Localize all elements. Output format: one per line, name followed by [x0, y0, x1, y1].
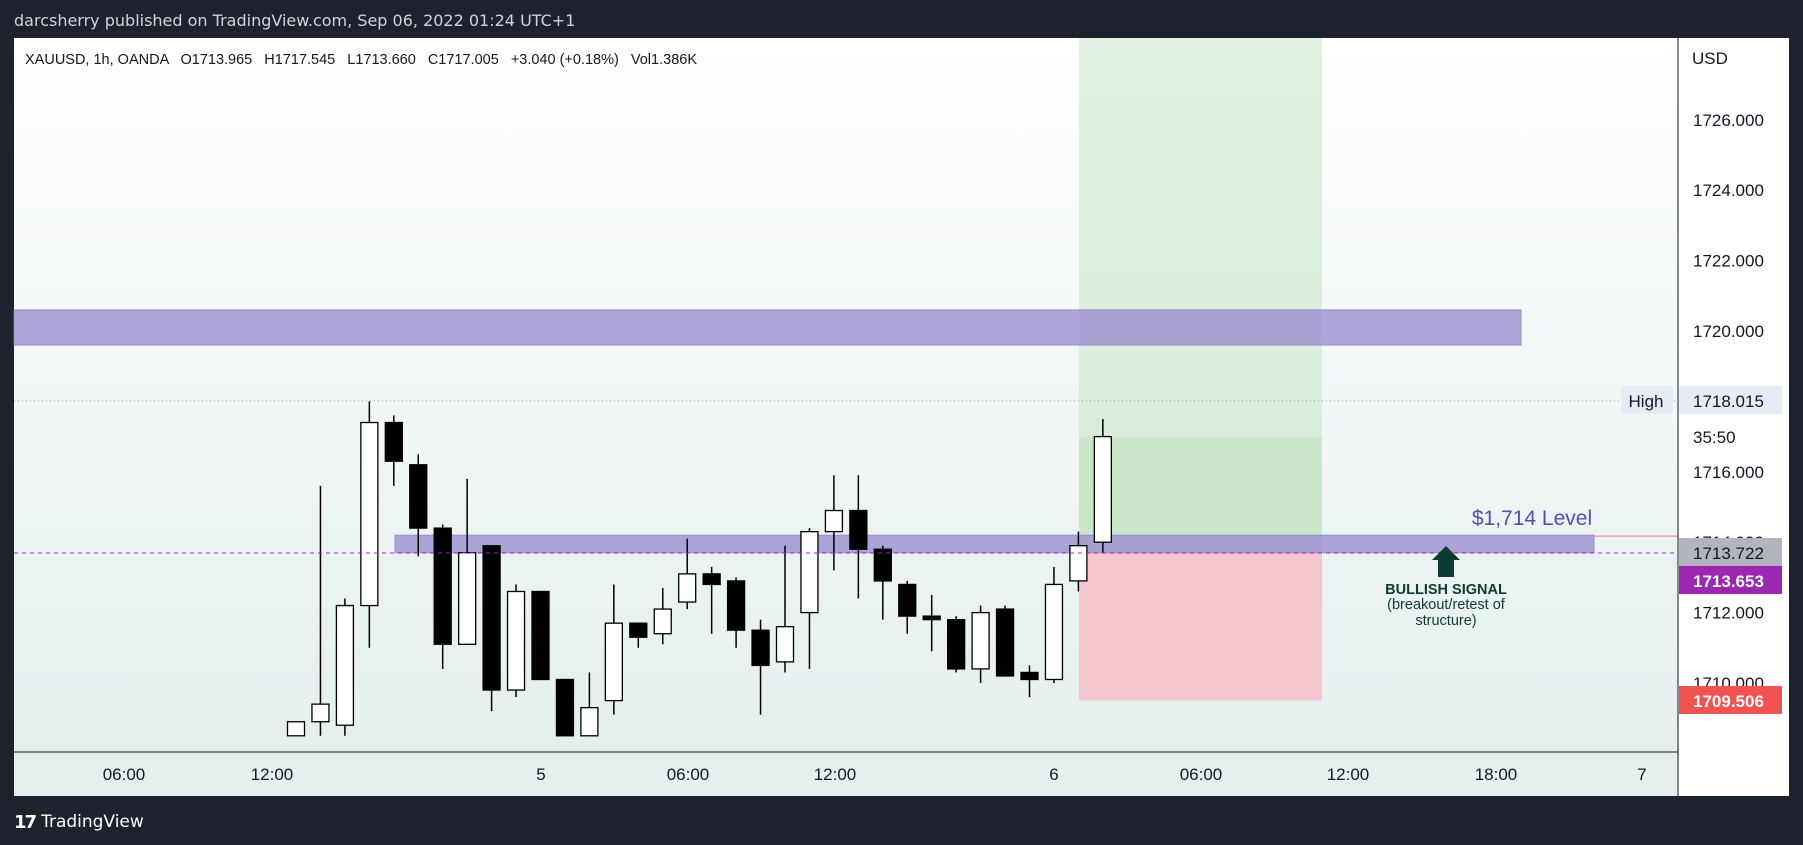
- candle-body: [702, 573, 721, 586]
- level-price-bg: [1679, 538, 1782, 566]
- signal-text-line2: (breakout/retest of: [1387, 597, 1506, 613]
- price-tick-label: 1724.000: [1693, 181, 1764, 200]
- bullish-arrow-icon[interactable]: [1432, 546, 1460, 577]
- candle-body: [311, 703, 330, 723]
- candle-body: [457, 552, 477, 645]
- legend-row: XAUUSD, 1h, OANDA O1713.965 H1717.545 L1…: [25, 52, 697, 68]
- level-annotation[interactable]: $1,714 Level: [1472, 507, 1592, 530]
- candle-body: [433, 527, 452, 645]
- legend-high: H1717.545: [264, 52, 335, 68]
- time-tick-label: 7: [1637, 765, 1646, 784]
- legend-low: L1713.660: [347, 52, 416, 68]
- legend-open: O1713.965: [180, 52, 252, 68]
- last-price-bg: [1679, 566, 1782, 594]
- price-tick-label: 1712.000: [1693, 604, 1764, 623]
- legend-close: C1717.005: [428, 52, 499, 68]
- time-tick-label: 18:00: [1475, 765, 1518, 784]
- time-tick-label: 06:00: [1180, 765, 1223, 784]
- candle-body: [824, 509, 844, 533]
- target-zone-lower: [1079, 436, 1322, 553]
- price-tick-label: 1720.000: [1693, 322, 1764, 341]
- publish-header: darcsherry published on TradingView.com,…: [0, 0, 1803, 38]
- level-price-tag: 1713.722: [1679, 538, 1782, 566]
- countdown-bg: [1679, 422, 1782, 450]
- chart-background: [14, 38, 1789, 796]
- candle-body: [898, 583, 917, 617]
- candle-body: [506, 590, 526, 691]
- candle-body: [1044, 583, 1064, 681]
- high-tag-bg: [1621, 386, 1673, 414]
- candle-body: [629, 622, 648, 638]
- last-price-tag: 1713.653: [1679, 566, 1782, 594]
- price-tick-label: 1716.000: [1693, 463, 1764, 482]
- time-tick-label: 6: [1049, 765, 1058, 784]
- legend-volume: Vol1.386K: [631, 52, 697, 68]
- candle-body: [580, 706, 599, 737]
- high-value-bg: [1679, 386, 1782, 414]
- time-tick-label: 12:00: [1327, 765, 1370, 784]
- candle-body: [384, 421, 403, 462]
- time-tick-label: 5: [536, 765, 545, 784]
- candle-body: [775, 626, 795, 663]
- candle-body: [800, 530, 819, 614]
- candle-body: [1020, 671, 1039, 681]
- signal-text-line3: structure): [1415, 613, 1476, 629]
- stop-zone: [1079, 552, 1322, 701]
- legend-symbol: XAUUSD, 1h, OANDA: [25, 52, 170, 68]
- price-tick-label: 1722.000: [1693, 252, 1764, 271]
- candle-body: [922, 615, 941, 621]
- countdown-tag: 35:50: [1679, 422, 1782, 450]
- target-zone-upper: [1079, 38, 1322, 437]
- support-level-zone: [394, 534, 1595, 554]
- candle-body: [849, 509, 868, 550]
- high-tag-label: High: [1629, 392, 1664, 411]
- price-tick-label: 1726.000: [1693, 111, 1764, 130]
- candle-body: [873, 548, 892, 582]
- candle-body: [1069, 545, 1088, 582]
- countdown-label: 35:50: [1693, 428, 1736, 447]
- time-tick-label: 06:00: [667, 765, 710, 784]
- candle-body: [678, 573, 697, 603]
- candle-body: [1093, 435, 1112, 543]
- stop-price-bg: [1679, 686, 1782, 714]
- candle-body: [286, 721, 306, 737]
- price-lines-layer: [14, 400, 1678, 554]
- legend-change: +3.040 (+0.18%): [511, 52, 619, 68]
- high-price-tag: High 1718.015: [1621, 386, 1782, 414]
- time-tick-label: 12:00: [814, 765, 857, 784]
- time-tick-label: 06:00: [103, 765, 146, 784]
- level-price-label: 1713.722: [1693, 544, 1764, 563]
- stop-price-tag: 1709.506: [1679, 686, 1782, 714]
- candle-body: [409, 464, 428, 529]
- price-axis-bg: [1678, 38, 1789, 796]
- resistance-zone: [13, 309, 1522, 346]
- zones-layer: [13, 38, 1678, 701]
- footer: 17 TradingView: [14, 810, 144, 834]
- tradingview-logo-icon[interactable]: 17: [14, 811, 37, 833]
- publish-line: darcsherry published on TradingView.com,…: [14, 11, 576, 30]
- candle-body: [604, 622, 623, 702]
- candle-body: [751, 629, 770, 667]
- time-axis-bg: [14, 752, 1678, 796]
- candle-body: [555, 678, 575, 737]
- signal-text-line1: BULLISH SIGNAL: [1385, 582, 1507, 598]
- stop-price-label: 1709.506: [1693, 692, 1764, 711]
- footer-brand[interactable]: TradingView: [41, 812, 144, 832]
- candle-body: [653, 608, 672, 635]
- plot-area: [14, 38, 1678, 752]
- candle-body: [971, 611, 990, 670]
- candle-body: [726, 580, 746, 631]
- candle-body: [947, 618, 966, 670]
- time-tick-label: 12:00: [251, 765, 294, 784]
- last-price-label: 1713.653: [1693, 572, 1764, 591]
- candles-layer: [286, 401, 1112, 737]
- candle-body: [482, 545, 501, 691]
- candle-body: [335, 604, 355, 726]
- currency-label: USD: [1692, 49, 1728, 68]
- candle-body: [995, 608, 1015, 677]
- candle-body: [360, 421, 379, 607]
- high-value-label: 1718.015: [1693, 392, 1764, 411]
- candle-body: [531, 590, 550, 681]
